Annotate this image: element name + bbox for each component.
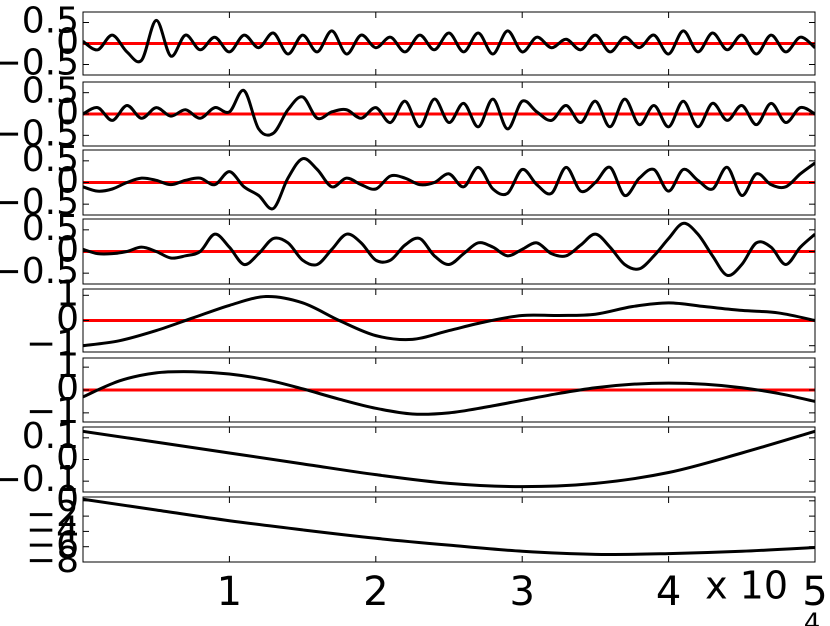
y-tick-label: −1	[26, 324, 79, 365]
y-tick-label: −1	[26, 391, 79, 432]
signal-line	[83, 429, 815, 489]
y-tick-label: −0.1	[0, 459, 79, 500]
y-tick-label: 0	[56, 479, 79, 520]
y-tick-label: 0	[56, 22, 79, 63]
y-tick-label: −4	[26, 509, 79, 550]
y-tick-label: 0.5	[22, 1, 79, 42]
y-tick-label: 0	[56, 368, 79, 409]
axes-box	[83, 497, 815, 562]
y-tick-label: 0.5	[22, 139, 79, 180]
y-tick-label: −6	[26, 525, 79, 566]
axes-frame	[82, 496, 816, 563]
signal-line	[83, 18, 815, 64]
x-exponent: 4	[804, 609, 821, 626]
y-tick-label: −0.5	[0, 251, 79, 292]
y-tick-label: 0	[56, 230, 79, 271]
y-tick-label: 0	[56, 161, 79, 202]
x-tick-label: 4	[656, 569, 681, 615]
signal-line	[83, 221, 815, 277]
y-tick-label: 0.5	[22, 208, 79, 249]
x-tick-label: 5	[802, 569, 827, 615]
y-tick-label: 1	[56, 273, 79, 314]
signal-line	[83, 370, 815, 416]
signal-line	[83, 497, 815, 556]
signal-line	[83, 89, 815, 137]
y-tick-label: 0.1	[22, 416, 79, 457]
x-exponent-label: x 10	[705, 564, 788, 608]
signal-line	[83, 157, 815, 211]
y-tick-label: −0.5	[0, 182, 79, 223]
x-tick-label: 3	[509, 569, 534, 615]
signal-line	[83, 295, 815, 348]
y-tick-label: 0.5	[22, 71, 79, 112]
y-tick-label: 0	[56, 438, 79, 479]
y-tick-label: 0	[56, 92, 79, 133]
y-tick-label: −0.5	[0, 113, 79, 154]
x-tick-label: 2	[363, 569, 388, 615]
y-tick-label: −2	[26, 494, 79, 535]
y-tick-label: 1	[56, 345, 79, 386]
y-tick-label: 0	[56, 299, 79, 340]
x-tick-label: 1	[217, 569, 242, 615]
y-tick-label: −0.5	[0, 43, 79, 84]
axes-box	[83, 427, 815, 492]
y-tick-label: −8	[26, 540, 79, 581]
